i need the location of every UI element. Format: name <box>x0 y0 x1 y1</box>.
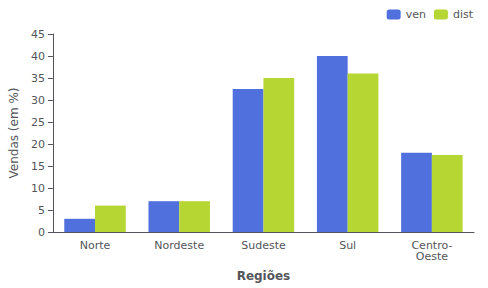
svg-text:Regiões: Regiões <box>237 269 291 283</box>
svg-text:30: 30 <box>31 94 45 107</box>
svg-text:Norte: Norte <box>80 239 111 252</box>
svg-text:Nordeste: Nordeste <box>154 239 204 252</box>
svg-text:35: 35 <box>31 72 45 85</box>
svg-text:Oeste: Oeste <box>416 250 448 263</box>
svg-text:25: 25 <box>31 116 45 129</box>
svg-text:5: 5 <box>38 204 45 217</box>
svg-text:dist: dist <box>453 8 474 21</box>
svg-text:0: 0 <box>38 226 45 239</box>
svg-text:40: 40 <box>31 50 45 63</box>
svg-text:20: 20 <box>31 138 45 151</box>
svg-text:ven: ven <box>406 8 426 21</box>
svg-text:Sudeste: Sudeste <box>241 239 286 252</box>
svg-text:45: 45 <box>31 28 45 41</box>
svg-text:10: 10 <box>31 182 45 195</box>
svg-text:Centro-: Centro- <box>411 239 453 252</box>
svg-text:Sul: Sul <box>339 239 356 252</box>
svg-text:Vendas (em %): Vendas (em %) <box>7 88 21 179</box>
svg-text:15: 15 <box>31 160 45 173</box>
